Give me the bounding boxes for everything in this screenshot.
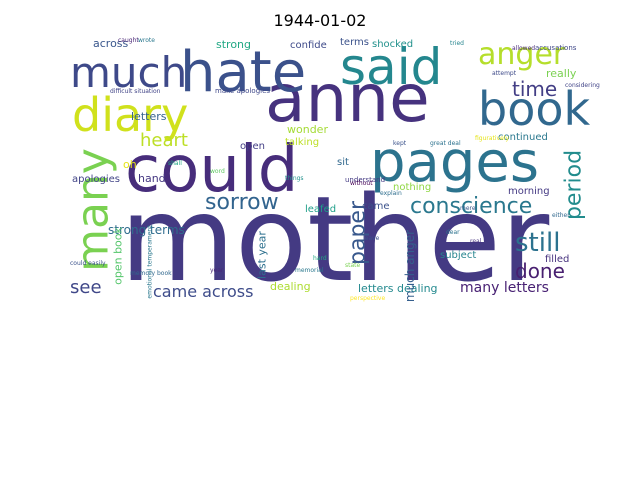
- word-allowed: allowed: [512, 45, 535, 52]
- word-came: came: [362, 201, 390, 212]
- word-much: much: [70, 48, 187, 97]
- word-state: state: [345, 262, 361, 269]
- word-said: said: [340, 38, 442, 96]
- word-great-deal: great deal: [430, 140, 461, 147]
- word-perspective: perspective: [350, 295, 385, 302]
- word-dealing: dealing: [270, 280, 311, 293]
- word-filled: filled: [545, 254, 569, 265]
- word-understand: understand: [345, 176, 385, 184]
- word-much-anger: much anger: [403, 230, 417, 302]
- word-oh: oh: [123, 158, 137, 171]
- word-hand: hand: [138, 172, 166, 185]
- word-many: many: [68, 148, 119, 272]
- word-word: word: [210, 168, 225, 175]
- word-kept: kept: [393, 140, 407, 147]
- word-open-book: open book: [112, 226, 125, 284]
- word-could: could: [125, 133, 298, 207]
- word-leave: leave: [363, 235, 380, 242]
- word-open: open: [240, 141, 265, 152]
- word-sorrow: sorrow: [205, 190, 279, 215]
- word-talking: talking: [285, 137, 319, 148]
- word-came-across: came across: [153, 282, 253, 301]
- word-continued: continued: [498, 132, 548, 143]
- word-memory-book: memory book: [130, 270, 172, 277]
- word-many-letters: many letters: [460, 280, 549, 296]
- word-real: real: [470, 238, 482, 245]
- word-time: time: [512, 77, 557, 101]
- word-figuratively: figuratively: [475, 135, 509, 142]
- word-accusations: accusations: [535, 44, 577, 52]
- word-memorial: memorial: [295, 267, 324, 274]
- word-hate: hate: [180, 40, 306, 105]
- word-heart: heart: [140, 130, 188, 151]
- word-paper: paper: [346, 200, 371, 265]
- word-pages: pages: [370, 130, 539, 195]
- word-mother: mother: [120, 170, 550, 308]
- word-year: year: [210, 267, 224, 274]
- word-attempt: attempt: [492, 70, 517, 77]
- word-sit: sit: [337, 157, 349, 168]
- word-conscience: conscience: [410, 194, 532, 219]
- word-anne: anne: [265, 60, 430, 137]
- word-still: still: [515, 228, 560, 258]
- word-really: really: [546, 67, 577, 80]
- word-without: without: [350, 180, 373, 187]
- word-hard: hard: [313, 255, 327, 262]
- word-done: done: [515, 259, 565, 283]
- word-letters: letters: [131, 110, 167, 123]
- word-terms: terms: [340, 37, 369, 48]
- word-shocked: shocked: [372, 39, 413, 50]
- word-strong-terms: strong terms: [108, 223, 185, 237]
- word-could-easily: could easily: [70, 260, 106, 267]
- word-things: things: [285, 175, 304, 182]
- word-wonder: wonder: [287, 123, 328, 136]
- word-dear: dear: [446, 229, 460, 236]
- word-strong: strong: [216, 38, 251, 51]
- chart-title: 1944-01-02: [273, 11, 367, 30]
- word-mere: mere: [460, 205, 476, 212]
- word-across: across: [93, 37, 129, 50]
- word-morning: morning: [508, 186, 550, 197]
- word-confide: confide: [290, 40, 327, 51]
- word-period: period: [562, 150, 587, 220]
- word-shall: shall: [168, 160, 182, 167]
- word-nothing: nothing: [393, 182, 431, 193]
- word-subject: subject: [440, 250, 476, 261]
- word-explain: explain: [380, 190, 402, 197]
- word-make-apologies: make apologies: [215, 87, 270, 95]
- word-difficult-situation: difficult situation: [110, 88, 161, 95]
- word-leafed: leafed: [305, 204, 336, 215]
- word-caught: caught: [118, 37, 139, 44]
- word-apologies: apologies: [72, 174, 120, 185]
- word-book: book: [478, 82, 590, 136]
- word-tried: tried: [450, 40, 464, 47]
- word-emotional-temperament: emotional temperament: [147, 225, 154, 299]
- word-letters-dealing: letters dealing: [358, 282, 438, 295]
- word-see: see: [70, 277, 102, 298]
- word-considering: considering: [565, 82, 600, 89]
- word-wrote: wrote: [138, 37, 155, 44]
- word-last-year: last year: [256, 231, 269, 279]
- word-diary: diary: [72, 88, 188, 142]
- word-either: either: [552, 212, 570, 219]
- word-anger: anger: [478, 37, 566, 72]
